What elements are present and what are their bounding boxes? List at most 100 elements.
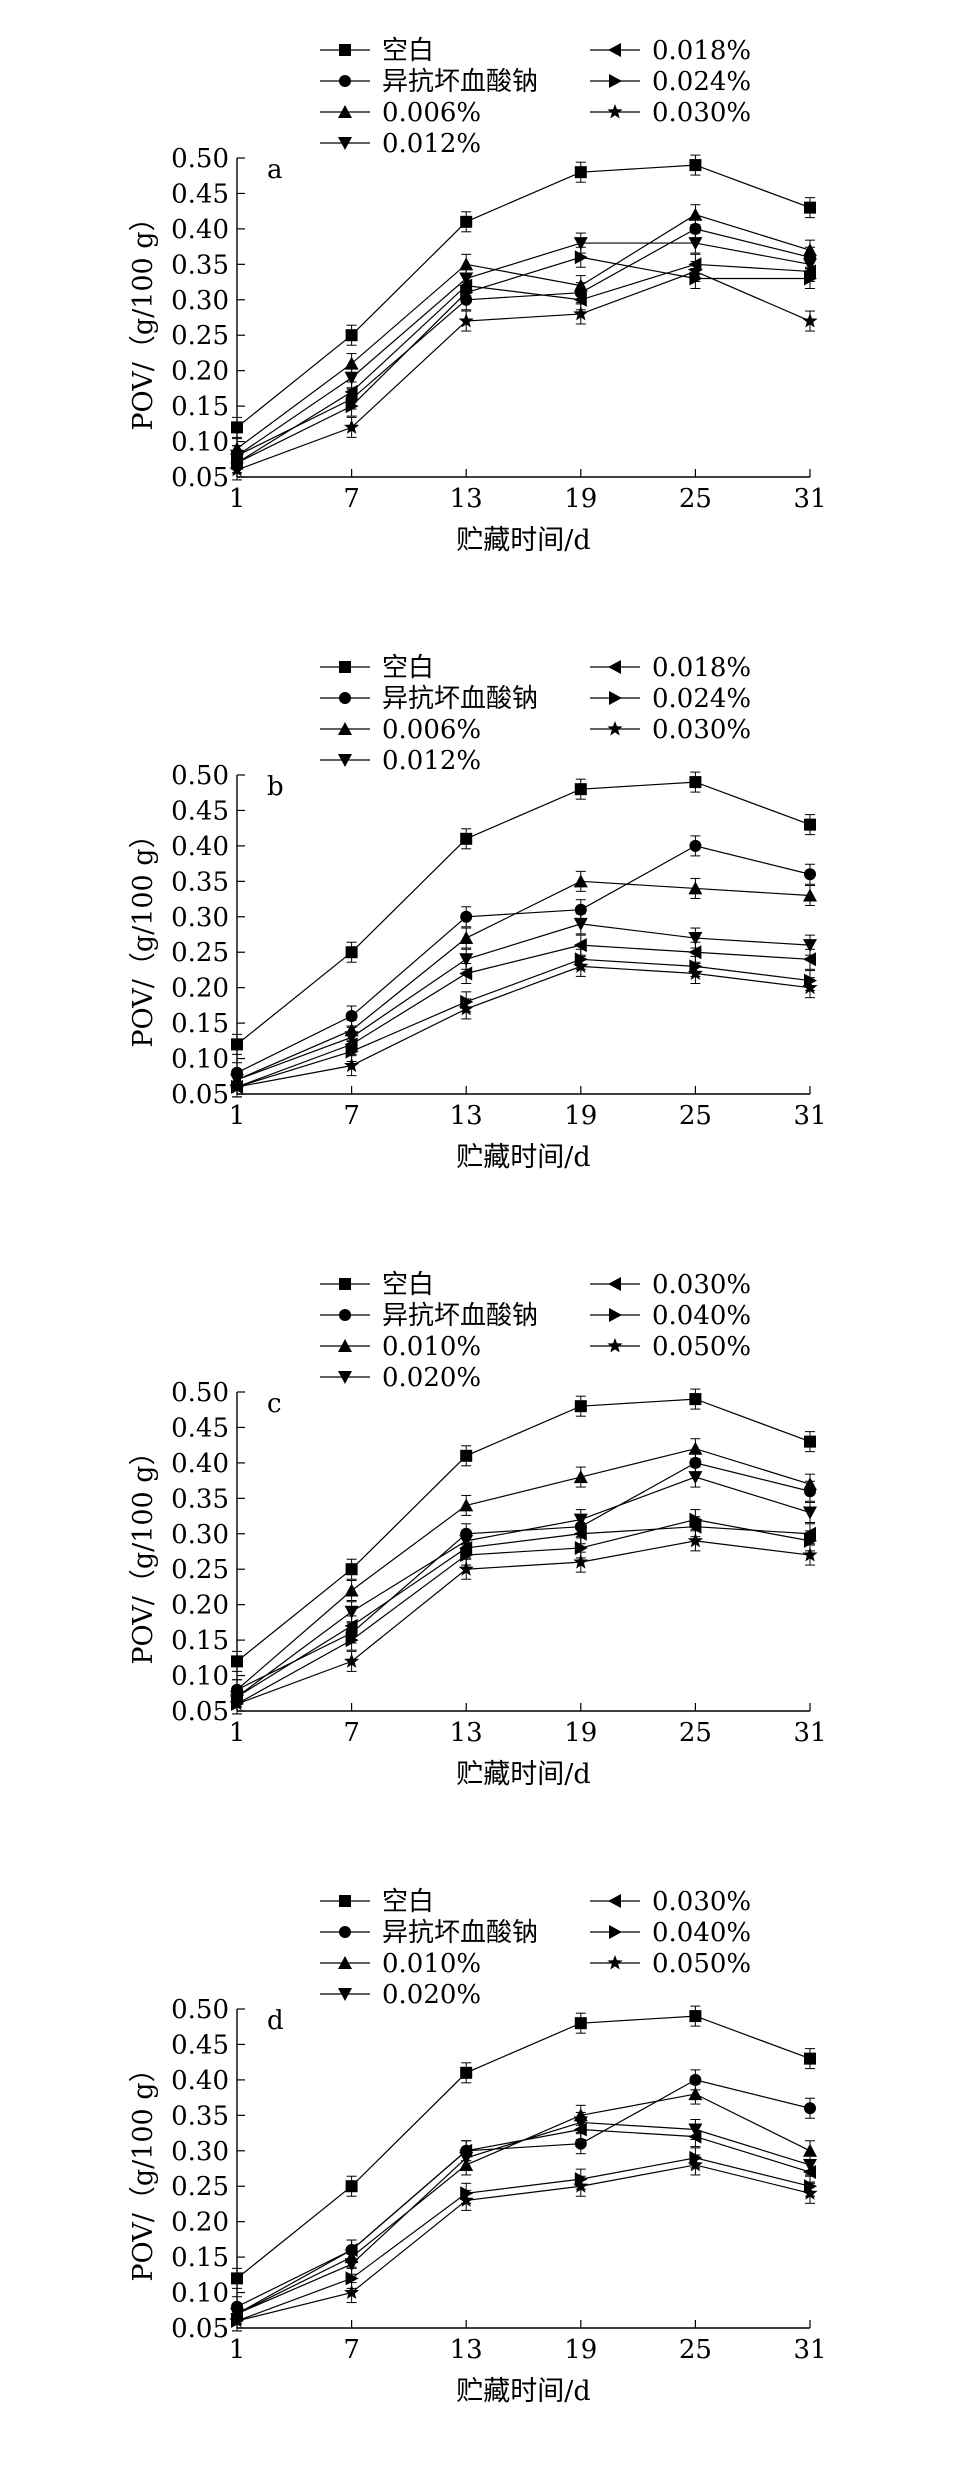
data-point <box>803 1477 817 1491</box>
data-point <box>574 903 587 916</box>
data-point <box>802 313 818 328</box>
data-point <box>802 1547 818 1562</box>
y-tick-label: 0.35 <box>171 1484 229 1514</box>
data-point <box>689 1512 703 1527</box>
x-tick-label: 19 <box>564 2335 597 2365</box>
x-axis-label: 贮藏时间/d <box>456 525 590 556</box>
series <box>230 913 817 1091</box>
legend-item: 异抗坏血酸钠 <box>320 1918 538 1948</box>
chart-panel-c: 空白 异抗坏血酸钠 0.010% 0.020% 0.030% 0.040% 0.050% 0.… <box>0 1234 961 1851</box>
legend-label: 0.018% <box>652 653 751 683</box>
series <box>231 1388 816 1672</box>
data-point <box>687 2156 704 2172</box>
y-tick-label: 0.40 <box>171 1449 229 1479</box>
y-tick-label: 0.25 <box>171 321 229 351</box>
legend-marker <box>609 691 622 705</box>
legend-item: 0.024% <box>590 67 751 97</box>
series-line <box>236 845 811 1074</box>
data-point <box>231 1655 243 1668</box>
series-line <box>236 1448 811 1691</box>
data-point <box>804 1435 816 1448</box>
data-point <box>574 1400 587 1413</box>
chart-panel-d: 空白 异抗坏血酸钠 0.010% 0.020% 0.030% 0.040% 0.050% 0.… <box>0 1851 961 2468</box>
legend-label: 0.020% <box>382 1980 481 2010</box>
legend-item: 空白 <box>320 1270 434 1300</box>
data-point <box>573 874 588 888</box>
data-point <box>688 1471 703 1485</box>
data-point <box>804 2052 816 2065</box>
x-axis-label: 贮藏时间/d <box>456 2376 590 2407</box>
series <box>230 934 816 1098</box>
y-tick-label: 0.05 <box>171 463 229 493</box>
legend-label: 0.024% <box>652 684 751 714</box>
y-tick-label: 0.10 <box>171 1045 229 1075</box>
data-point <box>689 2010 702 2023</box>
legend-item: 0.024% <box>590 684 751 714</box>
legend-item: 异抗坏血酸钠 <box>320 1301 538 1331</box>
series-line <box>236 1518 811 1705</box>
data-point <box>573 2122 587 2137</box>
data-point <box>344 371 359 385</box>
data-point <box>687 1532 704 1548</box>
data-point <box>803 888 817 902</box>
y-tick-label: 0.15 <box>171 2243 229 2273</box>
y-tick-label: 0.15 <box>171 1009 229 1039</box>
y-tick-label: 0.35 <box>171 250 229 280</box>
y-axis-label: POV/（g/100 g） <box>128 204 159 430</box>
series-line <box>236 2121 811 2315</box>
data-point <box>573 1526 587 1541</box>
legend-label: 0.006% <box>382 715 481 745</box>
data-point <box>688 881 703 895</box>
data-point <box>345 329 358 342</box>
x-tick-label: 19 <box>564 1718 597 1748</box>
data-point <box>803 2143 817 2157</box>
legend-marker <box>338 722 352 735</box>
data-point <box>802 2185 818 2200</box>
data-point <box>574 783 587 796</box>
data-point <box>688 932 703 946</box>
data-point <box>458 313 474 328</box>
legend-item: 0.020% <box>320 1980 481 2010</box>
panel-label: d <box>267 2006 284 2036</box>
y-tick-label: 0.10 <box>171 1662 229 1692</box>
data-point <box>688 207 703 221</box>
panel-label: c <box>267 1389 282 1419</box>
x-tick-label: 19 <box>564 484 597 514</box>
data-point <box>687 965 704 980</box>
data-point <box>688 1441 703 1455</box>
y-tick-label: 0.40 <box>171 215 229 245</box>
data-point <box>344 384 358 399</box>
legend-marker <box>339 1926 351 1938</box>
data-point <box>343 419 360 434</box>
y-tick-label: 0.20 <box>171 357 229 387</box>
legend-item: 0.006% <box>320 715 481 745</box>
data-point <box>689 159 702 172</box>
legend-label: 0.030% <box>652 715 751 745</box>
series <box>231 218 816 467</box>
data-point <box>345 1633 359 1648</box>
data-point <box>345 2271 359 2286</box>
data-point <box>460 1449 473 1462</box>
legend-item: 异抗坏血酸钠 <box>320 67 538 97</box>
series-line <box>236 2093 811 2315</box>
series <box>230 2083 817 2325</box>
data-point <box>345 946 358 959</box>
data-point <box>688 945 702 960</box>
y-tick-label: 0.40 <box>171 2066 229 2096</box>
legend-label: 0.010% <box>382 1332 481 1362</box>
series-line <box>236 164 811 428</box>
data-point <box>803 939 817 953</box>
legend-item: 0.018% <box>590 653 751 683</box>
x-tick-label: 1 <box>229 1718 246 1748</box>
data-point <box>458 2192 474 2207</box>
legend-item: 0.018% <box>590 36 751 66</box>
y-tick-label: 0.45 <box>171 796 229 826</box>
data-point <box>573 292 587 307</box>
x-tick-label: 25 <box>679 1718 712 1748</box>
data-point <box>459 257 474 271</box>
y-tick-label: 0.45 <box>171 179 229 209</box>
y-axis-label: POV/（g/100 g） <box>128 1438 159 1664</box>
legend-item: 0.050% <box>590 1332 751 1362</box>
